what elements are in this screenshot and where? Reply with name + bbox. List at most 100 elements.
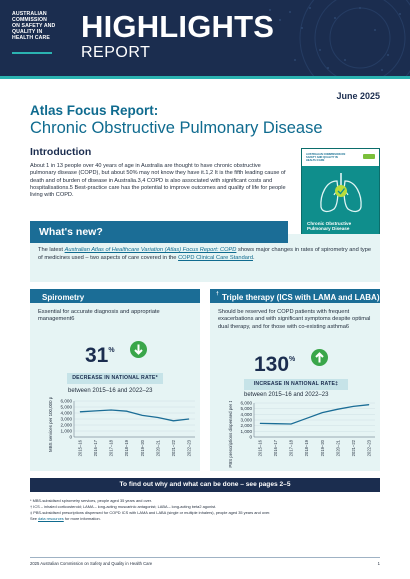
y-tick-label: 6,000	[61, 399, 73, 404]
spirometry-description: Essential for accurate diagnosis and app…	[38, 309, 160, 323]
y-tick-label: 3,000	[61, 417, 73, 422]
x-tick-label: 2015–16	[258, 439, 263, 456]
y-tick-label: 1,000	[241, 429, 253, 434]
x-tick-label: 2019–20	[140, 439, 145, 456]
spirometry-panel: Spirometry Essential for accurate diagno…	[30, 289, 200, 471]
data-point	[259, 423, 261, 424]
see-pages-banner[interactable]: To find out why and what can be done – s…	[30, 478, 380, 492]
triple-therapy-period: between 2015–16 and 2022–23	[244, 392, 329, 398]
x-tick-label: 2019–20	[320, 439, 325, 456]
data-point	[173, 420, 174, 422]
x-tick-label: 2015–16	[78, 439, 83, 456]
y-tick-label: 0	[69, 435, 72, 440]
report-subtitle: REPORT	[81, 44, 151, 61]
spirometry-period: between 2015–16 and 2022–23	[68, 388, 153, 394]
page-number: 1	[377, 561, 380, 566]
logo-text: AUSTRALIAN COMMISSION ON SAFETY AND QUAL…	[12, 11, 56, 42]
x-tick-label: 2021–22	[351, 439, 356, 456]
down-arrow-icon	[130, 341, 147, 358]
whats-new-heading: What's new?	[39, 226, 103, 238]
triple-therapy-unit: %	[289, 356, 296, 363]
report-date: June 2025	[336, 91, 380, 101]
spirometry-chart: MBS services per 100,000 people 01,0002,0…	[48, 397, 195, 456]
cover-header-text: AUSTRALIAN COMMISSION ON SAFETY AND QUAL…	[306, 153, 346, 162]
spirometry-unit: %	[108, 347, 115, 354]
atlas-report-link[interactable]: Australian Atlas of Healthcare Variation…	[64, 247, 237, 253]
data-point	[110, 409, 112, 411]
data-point	[126, 410, 128, 412]
focus-report-label: Atlas Focus Report:	[30, 103, 159, 118]
triple-therapy-badge: INCREASE IN NATIONAL RATE‡	[244, 379, 348, 390]
whats-new-text: The latest Australian Atlas of Healthcar…	[38, 246, 374, 262]
series-line	[259, 404, 370, 425]
triple-therapy-title-sup: †	[216, 291, 219, 297]
data-point	[321, 412, 323, 413]
highlights-title: HIGHLIGHTS	[81, 9, 275, 44]
y-tick-label: 5,000	[61, 405, 73, 410]
triple-therapy-description: Should be reserved for COPD patients wit…	[218, 309, 371, 330]
whats-new-text-after: .	[252, 255, 255, 262]
data-point	[353, 406, 354, 407]
footnote-4: See data resources for more information.	[30, 516, 380, 522]
data-resources-link[interactable]: data resources	[38, 516, 64, 522]
y-tick-label: 2,000	[241, 423, 253, 428]
y-tick-label: 2,000	[61, 423, 73, 428]
x-tick-label: 2016–17	[273, 439, 278, 456]
x-tick-label: 2021–22	[171, 439, 176, 456]
clinical-care-standard-link[interactable]: COPD Clinical Care Standard	[178, 255, 253, 262]
y-tick-label: 5,000	[241, 406, 253, 411]
whats-new-text-before: The latest	[38, 247, 65, 253]
logo-bar	[12, 52, 52, 54]
footnote-1: * MBS-subsidised spirometry services, pe…	[30, 498, 152, 503]
whats-new-text-mid: shows major changes in rates of spiromet…	[38, 247, 372, 262]
footer-copyright: 2025 Australian Commission on Safety and…	[30, 561, 153, 566]
cover-header: AUSTRALIAN COMMISSION ON SAFETY AND QUAL…	[302, 149, 379, 166]
series-line	[79, 409, 190, 422]
triple-therapy-value: 130	[254, 353, 290, 376]
data-point	[290, 423, 292, 425]
triple-therapy-change-value: 130%	[254, 353, 295, 377]
x-tick-label: 2020–21	[335, 439, 340, 456]
x-tick-label: 2022–23	[367, 439, 372, 456]
y-tick-label: 6,000	[241, 401, 253, 406]
y-tick-label: 0	[249, 435, 252, 440]
spirometry-value: 31	[85, 344, 109, 367]
x-tick-label: 2018–19	[124, 439, 129, 456]
cover-badge	[363, 154, 375, 159]
footnotes: * MBS-subsidised spirometry services, pe…	[30, 498, 380, 522]
lungs-icon	[320, 173, 362, 213]
y-tick-label: 4,000	[61, 411, 73, 416]
commission-logo: AUSTRALIAN COMMISSION ON SAFETY AND QUAL…	[12, 11, 70, 57]
up-arrow-icon	[311, 349, 328, 366]
data-point	[188, 418, 190, 420]
x-tick-label: 2017–18	[289, 439, 294, 456]
spirometry-change-value: 31%	[85, 344, 115, 368]
intro-heading: Introduction	[30, 146, 92, 158]
data-point	[337, 408, 339, 410]
spirometry-badge: DECREASE IN NATIONAL RATE*	[67, 373, 163, 384]
y-axis-label: PBS prescriptions dispensed per 100,000 …	[228, 401, 233, 468]
y-tick-label: 4,000	[241, 412, 253, 417]
x-tick-label: 2017–18	[109, 439, 114, 456]
header-banner: AUSTRALIAN COMMISSION ON SAFETY AND QUAL…	[0, 0, 410, 76]
footnote-2: † ICS – inhaled corticosteroid; LAMA – l…	[30, 504, 217, 510]
whats-new-header: What's new?	[30, 221, 288, 243]
y-tick-label: 3,000	[241, 418, 253, 423]
triple-therapy-panel-header: Triple therapy (ICS with LAMA and LABA) †	[210, 289, 380, 303]
data-point	[306, 418, 308, 419]
data-point	[368, 404, 370, 405]
data-point	[141, 415, 143, 416]
page-title: Chronic Obstructive Pulmonary Disease	[30, 119, 323, 137]
spirometry-title-text: Spirometry	[42, 293, 85, 302]
data-point	[79, 411, 81, 413]
data-point	[157, 417, 159, 418]
intro-text: About 1 in 13 people over 40 years of ag…	[30, 163, 286, 199]
data-point	[275, 423, 276, 424]
footnote-3: ‡ PBS-subsidised prescriptions dispensed…	[30, 510, 271, 516]
x-tick-label: 2018–19	[304, 439, 309, 456]
triple-therapy-chart: PBS prescriptions dispensed per 100,000 …	[228, 401, 375, 468]
x-tick-label: 2022–23	[187, 439, 192, 456]
see-pages-text: To find out why and what can be done – s…	[119, 481, 291, 488]
accent-line	[0, 76, 410, 79]
triple-therapy-title: Triple therapy (ICS with LAMA and LABA) †	[216, 291, 379, 302]
